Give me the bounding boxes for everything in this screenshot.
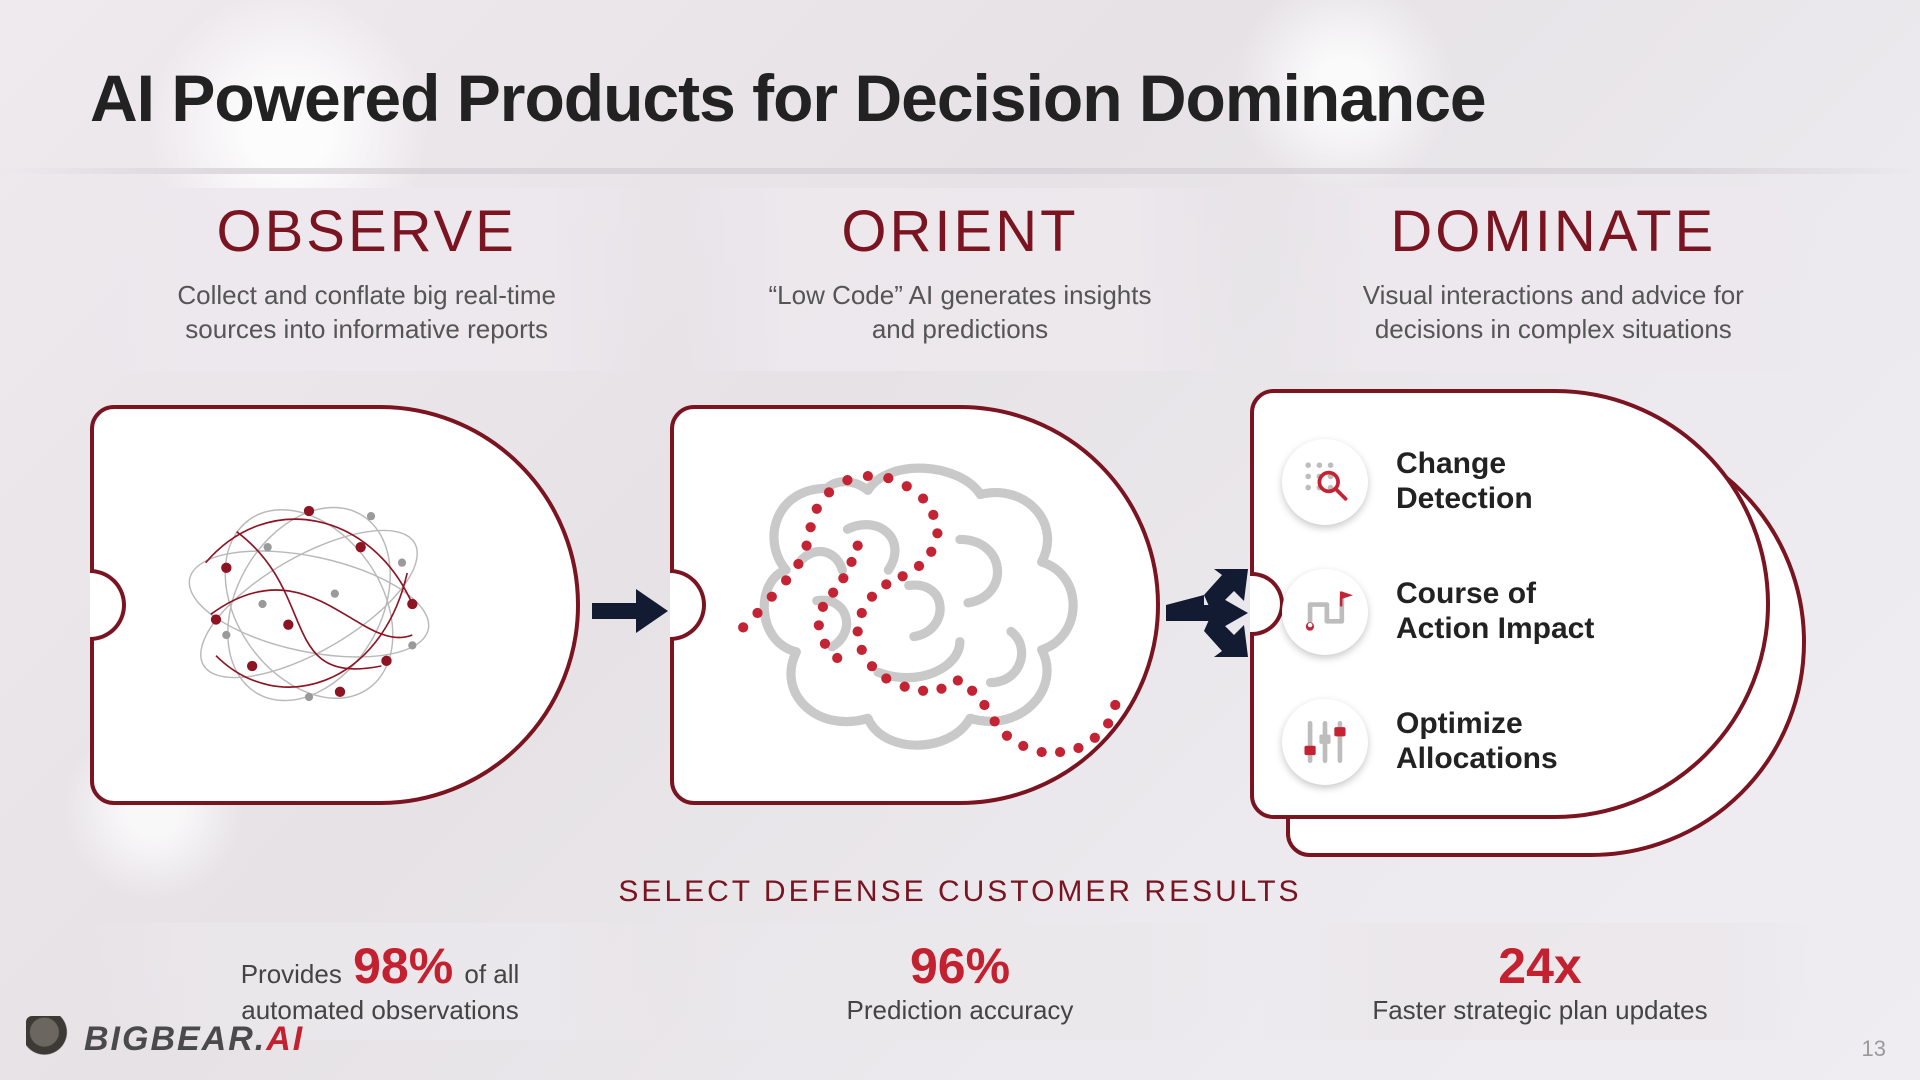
result-speed: 24x Faster strategic plan updates — [1250, 923, 1830, 1040]
result-big-number: 24x — [1494, 937, 1585, 995]
col-dominate-heading: DOMINATE — [1277, 198, 1830, 265]
page-number: 13 — [1862, 1036, 1886, 1062]
col-observe-heading: OBSERVE — [90, 198, 643, 265]
orient-card — [670, 405, 1160, 805]
change-detection-icon — [1282, 439, 1368, 525]
cards-row: ChangeDetection Course ofAction Impact — [90, 405, 1830, 825]
col-orient-header: ORIENT “Low Code” AI generates insights … — [683, 188, 1236, 371]
footer-brand-text: BIGBEAR.AI — [84, 1020, 304, 1059]
arrow-observe-to-orient-icon — [590, 581, 670, 641]
dominate-item-optimize-allocations: OptimizeAllocations — [1282, 699, 1594, 785]
result-big-number: 98% — [349, 937, 457, 995]
dominate-item-label: ChangeDetection — [1396, 447, 1533, 516]
footer-brand-accent: AI — [266, 1020, 304, 1058]
network-globe-icon — [154, 449, 464, 759]
col-dominate-header: DOMINATE Visual interactions and advice … — [1277, 188, 1830, 371]
dominate-item-label: OptimizeAllocations — [1396, 707, 1558, 776]
results-heading: SELECT DEFENSE CUSTOMER RESULTS — [90, 875, 1830, 909]
col-observe-sub: Collect and conflate big real-time sourc… — [157, 279, 577, 347]
footer-brand: BIGBEAR.AI — [26, 1016, 304, 1062]
title-underline — [0, 168, 1920, 174]
col-orient-heading: ORIENT — [683, 198, 1236, 265]
col-orient-sub: “Low Code” AI generates insights and pre… — [750, 279, 1170, 347]
optimize-allocations-icon — [1282, 699, 1368, 785]
observe-card — [90, 405, 580, 805]
col-dominate-sub: Visual interactions and advice for decis… — [1343, 279, 1763, 347]
bear-logo-icon — [26, 1016, 72, 1062]
course-of-action-icon — [1282, 569, 1368, 655]
col-observe-header: OBSERVE Collect and conflate big real-ti… — [90, 188, 643, 371]
columns-header-row: OBSERVE Collect and conflate big real-ti… — [90, 188, 1830, 371]
dominate-items: ChangeDetection Course ofAction Impact — [1282, 439, 1594, 785]
results-row: Provides 98% of all automated observatio… — [90, 923, 1830, 1040]
slide-title: AI Powered Products for Decision Dominan… — [90, 60, 1830, 136]
dominate-item-change-detection: ChangeDetection — [1282, 439, 1594, 525]
dominate-item-label: Course ofAction Impact — [1396, 577, 1594, 646]
brain-maze-icon — [704, 427, 1134, 795]
arrow-orient-to-dominate-icon — [1164, 565, 1250, 661]
result-big-number: 96% — [906, 937, 1014, 995]
result-accuracy: 96% Prediction accuracy — [670, 923, 1250, 1040]
dominate-item-course-of-action: Course ofAction Impact — [1282, 569, 1594, 655]
observe-card-notch — [90, 569, 126, 641]
orient-card-notch — [670, 569, 706, 641]
